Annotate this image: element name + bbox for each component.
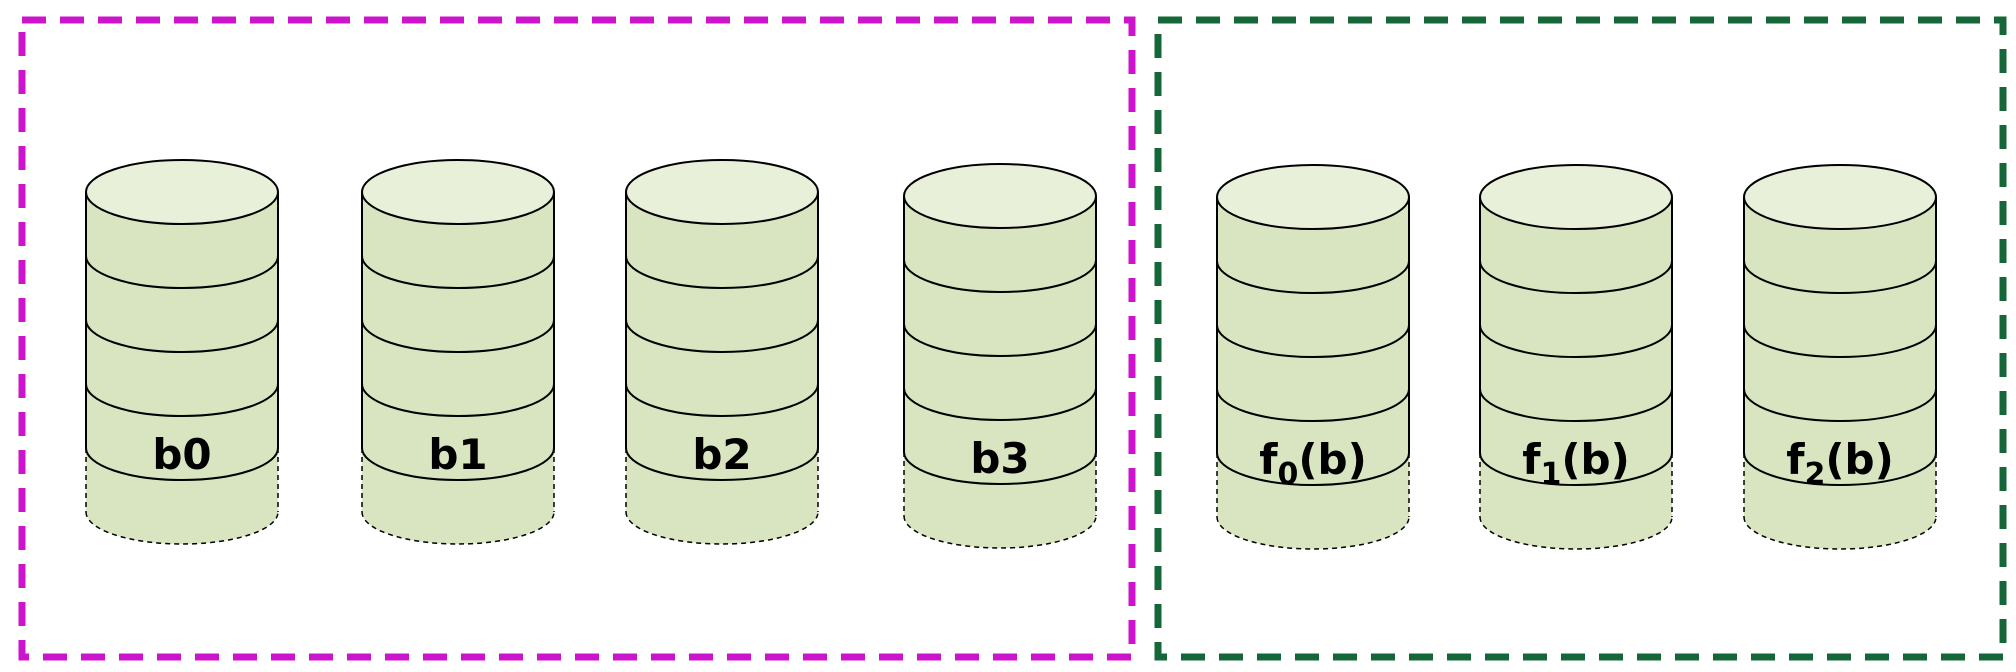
disk-label: f0(b) bbox=[1259, 435, 1367, 492]
disk-1-2: f2(b) bbox=[1743, 164, 1937, 550]
disk-segment-line bbox=[1479, 388, 1673, 422]
disk-segment-line bbox=[1216, 260, 1410, 294]
disk-segment-line bbox=[85, 447, 279, 481]
disk-segment-line bbox=[1216, 324, 1410, 358]
disk-segment-line bbox=[903, 451, 1097, 485]
disk-segment-line bbox=[85, 383, 279, 417]
disk-segment-line bbox=[1479, 452, 1673, 486]
disk-0-2: b2 bbox=[625, 159, 819, 545]
disk-body bbox=[626, 192, 818, 544]
disk-top bbox=[361, 159, 555, 225]
disks-layer: b0 b1 b2 b3 f0(b) f1(b) f2(b) bbox=[85, 159, 1937, 550]
disk-top bbox=[1479, 164, 1673, 230]
disk-segment-line bbox=[361, 383, 555, 417]
disk-segment-line bbox=[1743, 324, 1937, 358]
disk-top bbox=[85, 159, 279, 225]
disk-label: b0 bbox=[152, 430, 211, 479]
disk-label: f2(b) bbox=[1786, 435, 1894, 492]
disk-segment-line bbox=[361, 255, 555, 289]
disk-1-1: f1(b) bbox=[1479, 164, 1673, 550]
disk-segment-line bbox=[361, 447, 555, 481]
disk-body bbox=[1744, 197, 1936, 549]
disk-0-0: b0 bbox=[85, 159, 279, 545]
disk-label: b3 bbox=[970, 434, 1029, 483]
disk-0-1: b1 bbox=[361, 159, 555, 545]
disk-bottom-dashed bbox=[1743, 516, 1937, 550]
disk-segment-line bbox=[903, 387, 1097, 421]
disk-top bbox=[1216, 164, 1410, 230]
disk-segment-line bbox=[361, 319, 555, 353]
disk-body bbox=[86, 192, 278, 544]
disk-body bbox=[904, 196, 1096, 548]
disk-body bbox=[1480, 197, 1672, 549]
disk-segment-line bbox=[1743, 452, 1937, 486]
disk-segment-line bbox=[903, 323, 1097, 357]
disk-segment-line bbox=[1216, 388, 1410, 422]
disk-label: b1 bbox=[428, 430, 487, 479]
disk-segment-line bbox=[85, 255, 279, 289]
disk-segment-line bbox=[1479, 324, 1673, 358]
disk-bottom-dashed bbox=[625, 511, 819, 545]
disk-segment-line bbox=[625, 447, 819, 481]
disk-body bbox=[1217, 197, 1409, 549]
disk-segment-line bbox=[1479, 260, 1673, 294]
disk-segment-line bbox=[85, 319, 279, 353]
disk-1-0: f0(b) bbox=[1216, 164, 1410, 550]
disk-segment-line bbox=[625, 319, 819, 353]
disk-bottom-dashed bbox=[85, 511, 279, 545]
disk-label: f1(b) bbox=[1522, 435, 1630, 492]
disk-body bbox=[362, 192, 554, 544]
disk-segment-line bbox=[1216, 452, 1410, 486]
disk-top bbox=[903, 163, 1097, 229]
disk-label: b2 bbox=[692, 430, 751, 479]
disk-segment-line bbox=[1743, 260, 1937, 294]
disk-0-3: b3 bbox=[903, 163, 1097, 549]
disk-bottom-dashed bbox=[903, 515, 1097, 549]
disk-top bbox=[625, 159, 819, 225]
disk-segment-line bbox=[625, 255, 819, 289]
disk-segment-line bbox=[903, 259, 1097, 293]
parity-group-box bbox=[1154, 16, 2007, 661]
disk-bottom-dashed bbox=[1216, 516, 1410, 550]
disk-top bbox=[1743, 164, 1937, 230]
disk-bottom-dashed bbox=[361, 511, 555, 545]
data-group-box bbox=[18, 16, 1136, 661]
disk-segment-line bbox=[625, 383, 819, 417]
disk-segment-line bbox=[1743, 388, 1937, 422]
disk-bottom-dashed bbox=[1479, 516, 1673, 550]
